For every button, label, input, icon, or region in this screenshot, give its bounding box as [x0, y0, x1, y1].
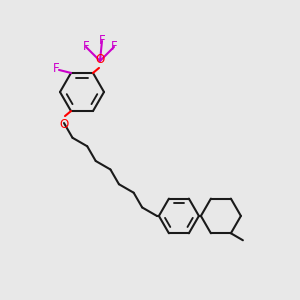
Text: F: F — [83, 40, 89, 53]
Text: F: F — [111, 40, 117, 53]
Text: O: O — [95, 53, 105, 66]
Text: F: F — [99, 34, 105, 47]
Text: F: F — [53, 62, 59, 75]
Text: O: O — [59, 118, 69, 131]
